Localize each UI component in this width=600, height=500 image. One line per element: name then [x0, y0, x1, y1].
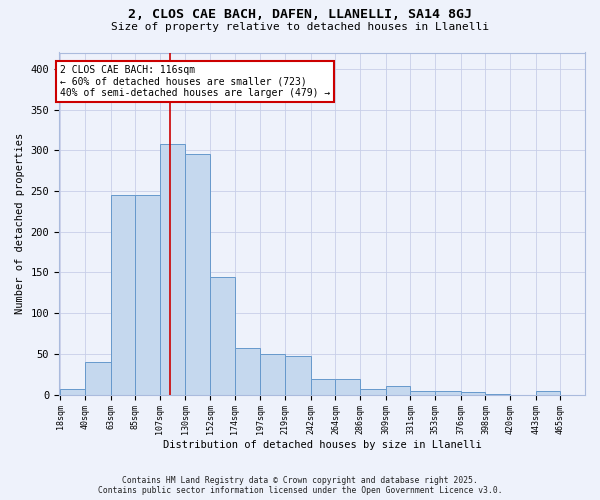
- Bar: [335, 379, 360, 394]
- Bar: [235, 348, 260, 395]
- Bar: [110, 195, 135, 394]
- Bar: [311, 379, 335, 394]
- Bar: [536, 392, 560, 394]
- X-axis label: Distribution of detached houses by size in Llanelli: Distribution of detached houses by size …: [163, 440, 481, 450]
- Bar: [260, 354, 285, 395]
- Bar: [386, 386, 410, 394]
- Bar: [185, 154, 210, 394]
- Bar: [135, 195, 160, 394]
- Bar: [60, 389, 85, 394]
- Bar: [461, 392, 485, 394]
- Text: Contains HM Land Registry data © Crown copyright and database right 2025.
Contai: Contains HM Land Registry data © Crown c…: [98, 476, 502, 495]
- Bar: [85, 362, 110, 394]
- Text: Size of property relative to detached houses in Llanelli: Size of property relative to detached ho…: [111, 22, 489, 32]
- Y-axis label: Number of detached properties: Number of detached properties: [15, 133, 25, 314]
- Bar: [210, 278, 235, 394]
- Bar: [410, 392, 435, 394]
- Bar: [160, 144, 185, 395]
- Bar: [285, 356, 311, 395]
- Bar: [360, 389, 386, 394]
- Bar: [435, 392, 461, 394]
- Text: 2, CLOS CAE BACH, DAFEN, LLANELLI, SA14 8GJ: 2, CLOS CAE BACH, DAFEN, LLANELLI, SA14 …: [128, 8, 472, 20]
- Text: 2 CLOS CAE BACH: 116sqm
← 60% of detached houses are smaller (723)
40% of semi-d: 2 CLOS CAE BACH: 116sqm ← 60% of detache…: [60, 64, 331, 98]
